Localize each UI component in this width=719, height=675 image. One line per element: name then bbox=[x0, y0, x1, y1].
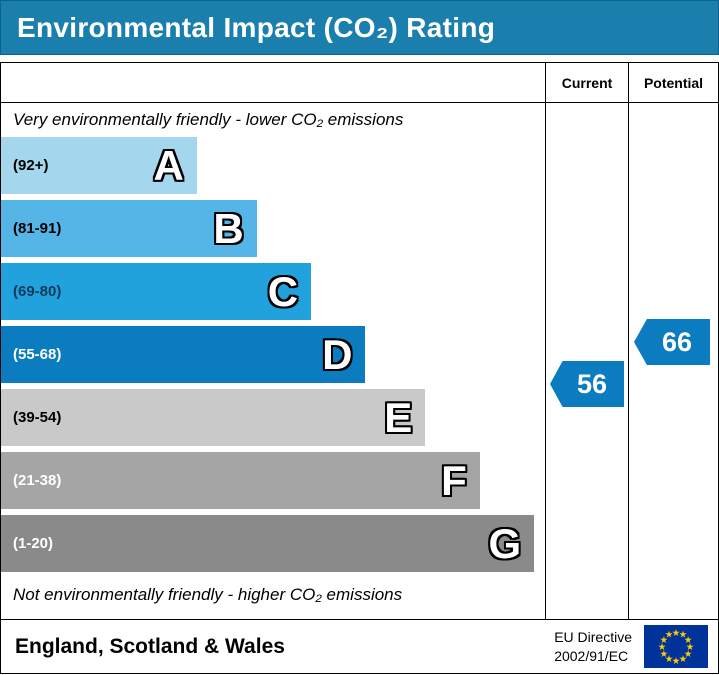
band-letter: G bbox=[488, 519, 522, 567]
band-range-label: (81-91) bbox=[13, 220, 62, 237]
band-letter: D bbox=[322, 330, 353, 378]
eu-flag-stars: ★★★★★★★★★★★★ bbox=[658, 628, 695, 667]
band-range-label: (39-54) bbox=[13, 409, 62, 426]
potential-column: 66 bbox=[628, 103, 718, 619]
band-range-label: (92+) bbox=[13, 157, 49, 174]
svg-text:★: ★ bbox=[665, 630, 674, 641]
eu-flag-field bbox=[644, 625, 708, 668]
column-header-potential: Potential bbox=[628, 63, 718, 103]
svg-text:★: ★ bbox=[672, 656, 681, 667]
eu-flag-icon: ★★★★★★★★★★★★ bbox=[644, 625, 708, 668]
svg-text:★: ★ bbox=[672, 628, 681, 639]
current-marker: 56 bbox=[550, 361, 624, 407]
band-row-f: (21-38) F bbox=[1, 452, 545, 515]
svg-text:★: ★ bbox=[679, 654, 688, 665]
title-bar: Environmental Impact (CO₂) Rating bbox=[0, 0, 719, 55]
potential-value: 66 bbox=[661, 326, 693, 357]
band-bar-b: (81-91) B bbox=[1, 200, 257, 257]
svg-text:★: ★ bbox=[684, 649, 693, 660]
band-bar-d: (55-68) D bbox=[1, 326, 366, 383]
band-bar-f: (21-38) F bbox=[1, 452, 480, 509]
band-bar-e: (39-54) E bbox=[1, 389, 426, 446]
band-row-e: (39-54) E bbox=[1, 389, 545, 452]
band-area: Very environmentally friendly - lower CO… bbox=[1, 103, 545, 619]
band-letter: C bbox=[267, 267, 299, 315]
band-letter: B bbox=[213, 204, 244, 252]
svg-text:★: ★ bbox=[660, 635, 669, 646]
column-header-current: Current bbox=[545, 63, 628, 103]
band-letter: E bbox=[384, 393, 413, 441]
svg-text:★: ★ bbox=[684, 635, 693, 646]
band-bar-c: (69-80) C bbox=[1, 263, 312, 320]
band-row-d: (55-68) D bbox=[1, 326, 545, 389]
bands-container: (92+) A (81-91) B (69-80) C (55-68) D (39-54) E (2… bbox=[1, 137, 545, 578]
band-range-label: (55-68) bbox=[13, 346, 62, 363]
band-bar-g: (1-20) G bbox=[1, 515, 535, 572]
current-value: 56 bbox=[576, 368, 608, 399]
svg-text:★: ★ bbox=[686, 642, 695, 653]
top-note: Very environmentally friendly - lower CO… bbox=[13, 110, 404, 129]
header-blank-cell bbox=[1, 63, 545, 103]
band-range-label: (69-80) bbox=[13, 283, 62, 300]
eu-directive-label: EU Directive 2002/91/EC bbox=[554, 628, 632, 664]
eu-directive-line1: EU Directive bbox=[554, 629, 632, 646]
svg-text:★: ★ bbox=[660, 649, 669, 660]
band-range-label: (21-38) bbox=[13, 472, 62, 489]
potential-marker: 66 bbox=[634, 319, 710, 365]
band-row-g: (1-20) G bbox=[1, 515, 545, 578]
band-row-a: (92+) A bbox=[1, 137, 545, 200]
page-title: Environmental Impact (CO₂) Rating bbox=[17, 11, 496, 43]
band-bar-a: (92+) A bbox=[1, 137, 197, 194]
band-letter: F bbox=[441, 456, 467, 504]
band-row-b: (81-91) B bbox=[1, 200, 545, 263]
footer-region-label: England, Scotland & Wales bbox=[15, 634, 285, 658]
band-row-c: (69-80) C bbox=[1, 263, 545, 326]
chart-frame: Current Potential Very environmentally f… bbox=[0, 62, 719, 620]
band-letter: A bbox=[153, 141, 184, 189]
eu-directive-line2: 2002/91/EC bbox=[554, 647, 629, 664]
footer: England, Scotland & Wales EU Directive 2… bbox=[0, 620, 719, 674]
bottom-note: Not environmentally friendly - higher CO… bbox=[13, 585, 403, 604]
svg-text:★: ★ bbox=[679, 630, 688, 641]
current-column: 56 bbox=[545, 103, 628, 619]
svg-text:★: ★ bbox=[665, 654, 674, 665]
band-range-label: (1-20) bbox=[13, 535, 54, 552]
svg-text:★: ★ bbox=[658, 642, 667, 653]
